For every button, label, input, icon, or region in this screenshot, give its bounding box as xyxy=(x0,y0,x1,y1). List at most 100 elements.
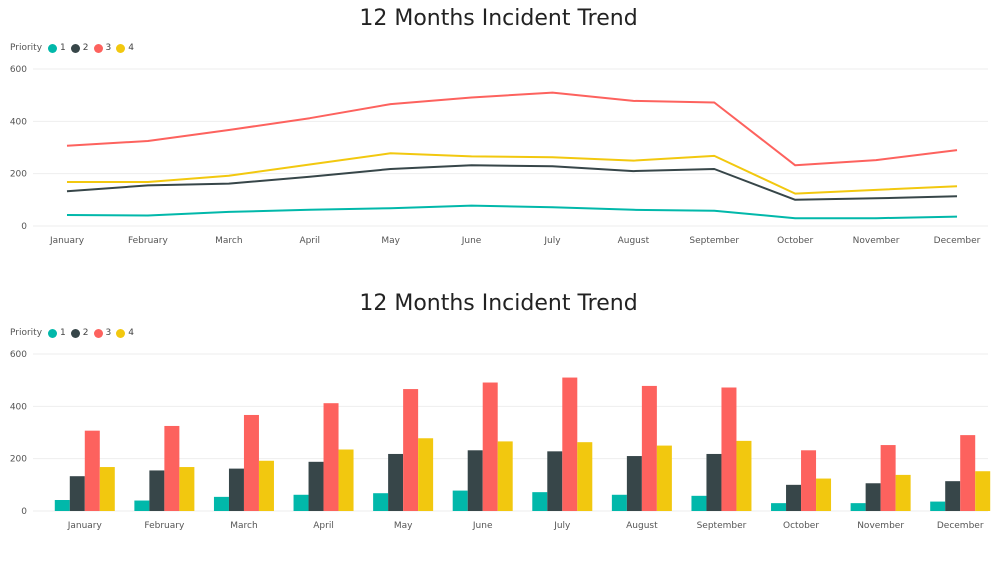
data-point-1 xyxy=(470,204,472,206)
legend-label: 1 xyxy=(60,328,66,338)
data-point-2 xyxy=(228,182,230,184)
data-point-3 xyxy=(66,144,68,146)
data-point-3 xyxy=(956,149,958,151)
x-tick-label: December xyxy=(937,521,984,531)
data-point-1 xyxy=(389,207,391,209)
legend-item-3[interactable]: 3 xyxy=(93,43,112,53)
data-point-2 xyxy=(551,165,553,167)
data-point-3 xyxy=(875,159,877,161)
data-point-2 xyxy=(713,168,715,170)
bar-1 xyxy=(930,501,946,511)
legend-item-4[interactable]: 4 xyxy=(116,328,134,338)
bar-2 xyxy=(865,483,881,511)
legend-swatch-icon xyxy=(116,328,126,338)
data-point-1 xyxy=(147,214,149,216)
bar-4 xyxy=(895,474,911,511)
bar-3 xyxy=(403,389,419,511)
bar-2 xyxy=(706,453,722,511)
x-tick-label: July xyxy=(553,521,571,531)
legend-swatch-icon xyxy=(48,43,58,53)
series-line-2 xyxy=(66,164,958,201)
x-tick-label: September xyxy=(689,236,739,246)
x-tick-label: October xyxy=(783,521,819,531)
bar-4 xyxy=(99,467,115,511)
bar-1 xyxy=(134,500,150,511)
x-tick-label: January xyxy=(49,236,85,246)
legend-label: 3 xyxy=(105,328,112,338)
y-tick-label: 200 xyxy=(10,455,27,465)
data-point-4 xyxy=(551,156,553,158)
bar-1 xyxy=(54,500,70,511)
legend-item-2[interactable]: 2 xyxy=(70,43,89,53)
x-tick-label: June xyxy=(461,236,482,246)
data-point-3 xyxy=(794,164,796,166)
data-point-4 xyxy=(309,163,311,165)
bar-chart-panel: 12 Months Incident Trend Priority 1 2 3 … xyxy=(0,285,997,562)
legend-swatch-icon xyxy=(48,328,58,338)
line-chart-panel: 12 Months Incident Trend Priority 1 2 3 … xyxy=(0,0,997,280)
legend-item-1[interactable]: 1 xyxy=(48,328,66,338)
data-point-1 xyxy=(713,210,715,212)
bar-4 xyxy=(497,441,513,511)
bar-2 xyxy=(388,453,404,511)
line-chart-title: 12 Months Incident Trend xyxy=(359,6,638,31)
data-point-3 xyxy=(309,117,311,119)
data-point-3 xyxy=(632,100,634,102)
line-chart-plot: 0 200 400 600 January February March April May Ju… xyxy=(10,65,988,246)
legend-title: Priority xyxy=(10,328,43,338)
data-point-3 xyxy=(228,129,230,131)
y-tick-label: 200 xyxy=(10,170,27,180)
x-tick-label: April xyxy=(299,236,320,246)
data-point-2 xyxy=(794,199,796,201)
bar-chart-legend: Priority 1 2 3 4 xyxy=(10,328,139,338)
data-point-1 xyxy=(228,211,230,213)
x-tick-label: September xyxy=(697,521,747,531)
legend-swatch-icon xyxy=(93,43,103,53)
data-point-4 xyxy=(66,181,68,183)
x-tick-label: July xyxy=(543,236,561,246)
bar-chart-plot: 0 200 400 600 January February March April May Ju… xyxy=(10,350,991,531)
data-point-2 xyxy=(875,197,877,199)
bar-2 xyxy=(626,456,642,511)
bar-2 xyxy=(308,461,324,511)
legend-label: 3 xyxy=(105,43,112,53)
y-tick-label: 0 xyxy=(21,507,27,517)
data-point-2 xyxy=(389,168,391,170)
legend-label: 4 xyxy=(128,43,134,53)
bar-1 xyxy=(771,503,787,511)
bar-3 xyxy=(164,425,180,511)
x-tick-label: August xyxy=(618,236,650,246)
data-point-2 xyxy=(309,176,311,178)
legend-item-2[interactable]: 2 xyxy=(70,328,89,338)
series-line-1 xyxy=(66,204,958,220)
bar-2 xyxy=(149,470,165,511)
series-line-4 xyxy=(67,152,958,195)
data-point-4 xyxy=(713,155,715,157)
bar-4 xyxy=(179,467,195,511)
data-point-4 xyxy=(794,192,796,194)
bar-4 xyxy=(736,440,752,511)
data-point-4 xyxy=(956,185,958,187)
data-point-2 xyxy=(632,170,634,172)
data-point-4 xyxy=(228,175,230,177)
data-point-1 xyxy=(66,214,68,216)
data-point-4 xyxy=(875,189,877,191)
legend-label: 4 xyxy=(128,328,134,338)
bar-4 xyxy=(338,449,354,511)
bar-2 xyxy=(69,476,85,511)
y-tick-label: 600 xyxy=(10,65,27,75)
bar-1 xyxy=(213,496,229,511)
bar-1 xyxy=(293,494,309,511)
data-point-4 xyxy=(470,155,472,157)
legend-item-3[interactable]: 3 xyxy=(93,328,112,338)
line-chart-legend: Priority 1 2 3 4 xyxy=(10,43,139,53)
legend-item-1[interactable]: 1 xyxy=(48,43,66,53)
x-tick-label: May xyxy=(381,236,400,246)
legend-item-4[interactable]: 4 xyxy=(116,43,134,53)
bar-2 xyxy=(228,468,244,511)
bar-3 xyxy=(801,450,817,511)
bar-3 xyxy=(880,445,896,511)
bar-3 xyxy=(960,435,976,511)
y-tick-label: 600 xyxy=(10,350,27,360)
y-tick-label: 400 xyxy=(10,117,27,127)
